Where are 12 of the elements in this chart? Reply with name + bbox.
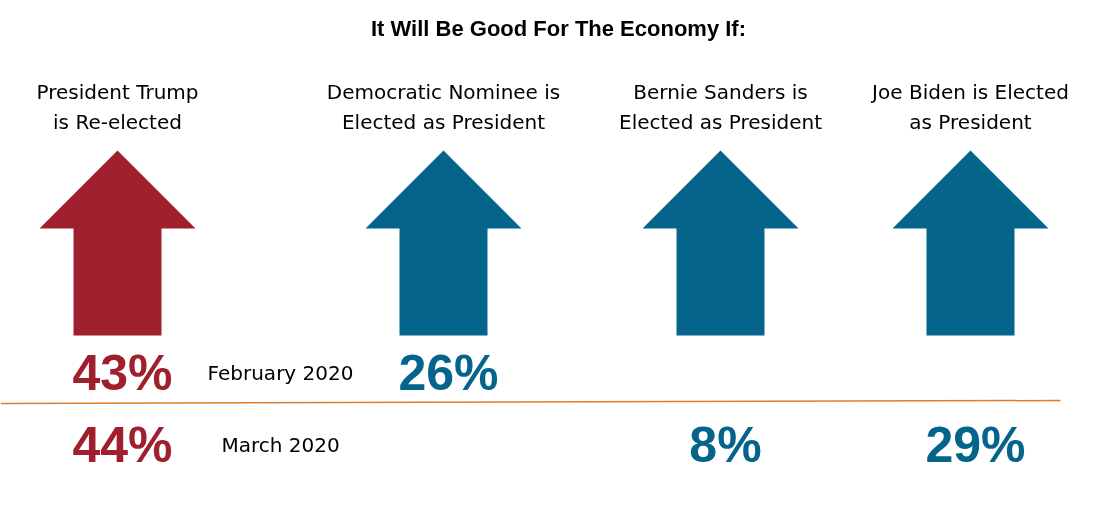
category-label: Bernie Sanders is Elected as President	[618, 79, 823, 134]
category-label: Joe Biden is Elected as President	[870, 79, 1069, 134]
text: March 2020	[221, 432, 340, 457]
data-label: 8%	[689, 416, 762, 473]
data-label: 26%	[398, 344, 499, 401]
data-label: 43%	[72, 344, 173, 401]
text: It Will Be Good For The Economy If:	[370, 16, 747, 41]
category-label: President Trump is Re-elected	[36, 79, 199, 134]
category-label: Democratic Nominee is Elected as President	[326, 79, 561, 134]
data-label: 29%	[925, 416, 1026, 473]
data-label: 44%	[72, 416, 173, 473]
text: February 2020	[207, 360, 354, 385]
